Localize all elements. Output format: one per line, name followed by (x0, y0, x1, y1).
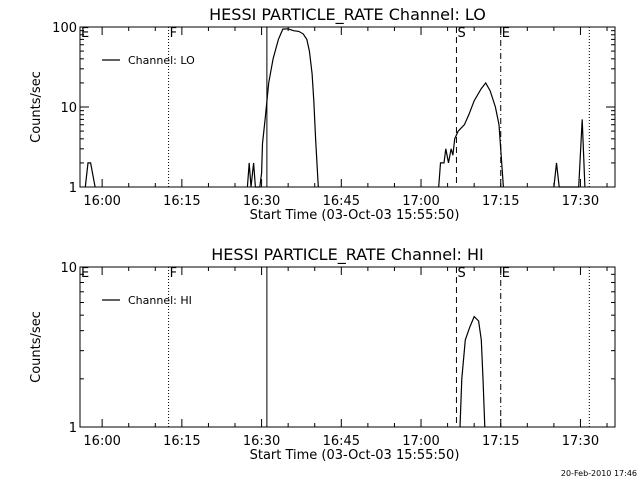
x-tick-label: 16:15 (163, 434, 200, 449)
x-tick-label: 16:00 (83, 434, 120, 449)
x-tick-label: 17:30 (562, 194, 599, 209)
chart-title: HESSI PARTICLE_RATE Channel: HI (211, 245, 484, 265)
x-tick-label: 16:15 (163, 194, 200, 209)
y-tick-label: 1 (69, 421, 77, 436)
marker-flag: S (457, 266, 465, 281)
marker-flag: F (170, 26, 177, 41)
x-tick-label: 16:45 (323, 434, 360, 449)
y-tick-label: 100 (52, 21, 77, 36)
legend-label: Channel: LO (128, 54, 195, 67)
y-axis-label: Counts/sec (29, 71, 44, 143)
marker-flag: E (502, 26, 510, 41)
x-tick-label: 17:00 (402, 434, 439, 449)
panel-lo: HESSI PARTICLE_RATE Channel: LO 16:00 16:1… (29, 5, 616, 223)
y-axis-label: Counts/sec (29, 311, 44, 383)
y-tick-label: 10 (60, 101, 77, 116)
x-tick-label: 16:00 (83, 194, 120, 209)
marker-flag: E (81, 266, 89, 281)
chart-title: HESSI PARTICLE_RATE Channel: LO (209, 5, 486, 25)
x-tick-label: 17:30 (562, 434, 599, 449)
x-tick-label: 16:30 (243, 194, 280, 209)
x-tick-label: 17:00 (402, 194, 439, 209)
date-stamp: 20-Feb-2010 17:46 (561, 469, 637, 478)
x-tick-label: 17:15 (482, 194, 519, 209)
series-line (84, 28, 586, 188)
x-tick-label: 17:15 (482, 434, 519, 449)
marker-flag: S (457, 26, 465, 41)
marker-flag: E (81, 26, 89, 41)
marker-flag: F (170, 266, 177, 281)
x-tick-label: 16:30 (243, 434, 280, 449)
marker-flag: E (502, 266, 510, 281)
panel-hi: HESSI PARTICLE_RATE Channel: HI 16:00 16:1… (29, 245, 616, 463)
legend-label: Channel: HI (128, 294, 192, 307)
x-axis-label: Start Time (03-Oct-03 15:55:50) (250, 448, 460, 463)
series-line (459, 315, 486, 428)
y-tick-label: 1 (69, 181, 77, 196)
y-tick-label: 10 (60, 261, 77, 276)
x-axis-label: Start Time (03-Oct-03 15:55:50) (250, 208, 460, 223)
panels: HESSI PARTICLE_RATE Channel: LO 16:00 16:1… (29, 5, 616, 463)
x-tick-label: 16:45 (323, 194, 360, 209)
